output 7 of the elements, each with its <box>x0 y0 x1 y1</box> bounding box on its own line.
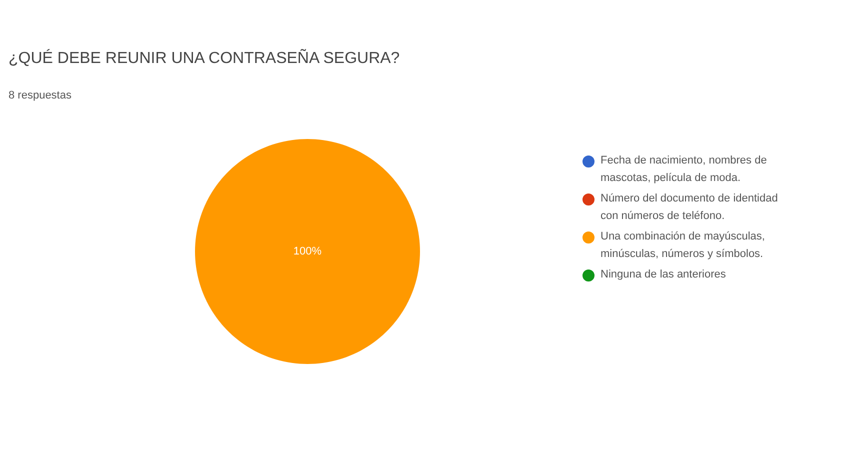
chart-title: ¿QUÉ DEBE REUNIR UNA CONTRASEÑA SEGURA? <box>8 48 400 67</box>
text: 8 respuestas <box>8 90 72 102</box>
legend-label: Número del documento de identidad con números de teléfono. <box>600 192 778 222</box>
legend-label: Una combinación de mayúsculas, minúsculas, números y símbolos. <box>600 230 765 260</box>
legend-label: Fecha de nacimiento, nombres de mascotas, película de moda. <box>600 154 767 184</box>
legend-label: Ninguna de las anteriores <box>600 268 726 280</box>
data-label: 100% <box>293 246 322 258</box>
